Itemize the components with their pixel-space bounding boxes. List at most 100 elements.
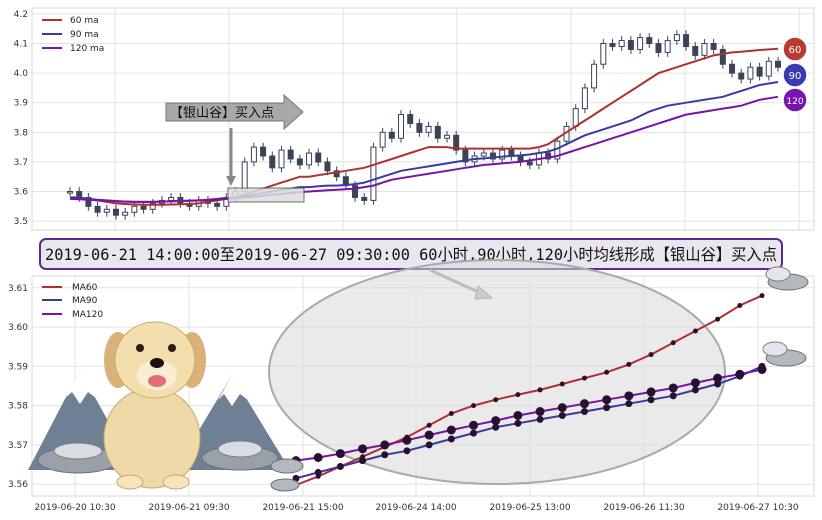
legend-label-90: 90 ma bbox=[70, 30, 99, 40]
bottom-x-axis: 2019-06-20 10:30 2019-06-21 09:30 2019-06-… bbox=[34, 503, 798, 513]
ma-point-MA60 bbox=[604, 369, 610, 375]
ma-badges: 60 90 120 bbox=[782, 36, 808, 113]
ma-point-MA120 bbox=[713, 373, 723, 383]
candle-body bbox=[269, 155, 276, 169]
candle-body bbox=[526, 161, 533, 166]
silver-ingots bbox=[37, 266, 809, 492]
ma-point-MA120 bbox=[557, 403, 567, 413]
top-gridlines bbox=[32, 8, 814, 230]
ma-point-MA120 bbox=[690, 378, 700, 388]
ma-point-MA60 bbox=[581, 375, 587, 381]
signal-banner: 2019-06-21 14:00:00至2019-06-27 09:30:00 … bbox=[39, 238, 783, 270]
ma-point-MA60 bbox=[759, 293, 765, 299]
ma-point-MA60 bbox=[670, 340, 676, 346]
ingot-small-2 bbox=[270, 478, 300, 492]
candle-body bbox=[710, 43, 717, 50]
bottom-panel: 3.61 3.60 3.59 3.58 3.57 3.56 2019-06-20 10:3… bbox=[8, 259, 815, 513]
buy-point-arrow: 【银山谷】买入点 bbox=[165, 93, 304, 186]
dog-nose bbox=[150, 358, 164, 368]
candle-body bbox=[112, 208, 119, 216]
candle-body bbox=[489, 152, 496, 160]
ma-line-MA120 bbox=[295, 368, 763, 462]
candle-body bbox=[683, 34, 690, 47]
ma-point-MA90 bbox=[514, 419, 522, 427]
dog-body bbox=[103, 387, 201, 489]
ma-point-MA90 bbox=[669, 392, 677, 400]
candle-body bbox=[434, 125, 441, 139]
candle-body bbox=[361, 196, 368, 201]
candle-body bbox=[103, 208, 110, 213]
dog-tongue bbox=[148, 375, 166, 387]
top-legend: 60 ma 90 ma 120 ma bbox=[42, 16, 104, 54]
ma-point-MA120 bbox=[424, 430, 434, 440]
candle-body bbox=[131, 205, 138, 213]
ma-point-MA120 bbox=[358, 444, 368, 454]
ma-point-MA90 bbox=[381, 451, 389, 459]
badge-120 bbox=[782, 87, 808, 113]
ma-point-MA90 bbox=[536, 415, 544, 423]
mountain-left-snow bbox=[65, 370, 96, 404]
legend-label-ma60: MA60 bbox=[72, 283, 98, 293]
candle-body bbox=[462, 149, 469, 163]
ma-point-MA60 bbox=[493, 397, 499, 403]
candle-body bbox=[719, 48, 726, 65]
top-y-tick-label: 3.7 bbox=[14, 158, 28, 168]
ma-lines-top bbox=[69, 47, 779, 206]
ma-point-MA120 bbox=[579, 399, 589, 409]
ma-point-MA90 bbox=[603, 404, 611, 412]
ma-point-MA60 bbox=[715, 316, 721, 322]
candle-body bbox=[85, 196, 92, 207]
bottom-x-tick-label: 2019-06-21 15:00 bbox=[262, 503, 343, 513]
ingot-mid-right-cap bbox=[762, 341, 788, 357]
candle-body bbox=[692, 45, 699, 56]
ma-point-MA90 bbox=[447, 435, 455, 443]
candle-body bbox=[250, 146, 257, 163]
ma-point-MA90 bbox=[558, 411, 566, 419]
candle-body bbox=[591, 63, 598, 89]
ma-point-MA120 bbox=[513, 410, 523, 420]
bottom-y-tick-label: 3.59 bbox=[8, 362, 28, 372]
ma-point-MA90 bbox=[336, 463, 344, 471]
candle-body bbox=[545, 152, 552, 160]
dog-eye-right bbox=[168, 344, 176, 352]
ingot-left-top bbox=[53, 442, 103, 460]
candle-body bbox=[499, 149, 506, 160]
ma-point-MA60 bbox=[692, 328, 698, 334]
bottom-x-tick-label: 2019-06-24 14:00 bbox=[375, 503, 456, 513]
ma-point-MA90 bbox=[470, 429, 478, 437]
banner-text: 2019-06-21 14:00:00至2019-06-27 09:30:00 … bbox=[45, 245, 777, 264]
candle-body bbox=[480, 152, 487, 157]
ma-line-60-ma bbox=[70, 47, 779, 206]
ma-line-120-ma bbox=[69, 95, 779, 203]
highlight-ellipse bbox=[268, 259, 726, 485]
ma-lines-bottom bbox=[291, 293, 767, 488]
top-y-tick-label: 3.5 bbox=[14, 217, 28, 227]
candle-body bbox=[600, 43, 607, 65]
bottom-x-tick-label: 2019-06-20 10:30 bbox=[34, 503, 115, 513]
ma-line-MA90 bbox=[295, 365, 763, 480]
dog-illustration bbox=[103, 321, 206, 490]
ma-point-MA60 bbox=[426, 422, 432, 428]
candle-body bbox=[407, 114, 414, 124]
ma-point-MA120 bbox=[469, 420, 479, 430]
candle-body bbox=[453, 134, 460, 151]
candle-body bbox=[425, 125, 432, 133]
ingot-right-top bbox=[217, 440, 263, 458]
ma-point-MA120 bbox=[313, 453, 323, 462]
candle-body bbox=[379, 131, 386, 148]
candle-body bbox=[398, 114, 405, 139]
candle-body bbox=[416, 122, 423, 133]
candle-body bbox=[729, 63, 736, 74]
candle-body bbox=[260, 146, 267, 157]
ma-point-MA120 bbox=[535, 407, 545, 417]
candle-body bbox=[637, 37, 644, 50]
ma-point-MA90 bbox=[403, 447, 411, 455]
dog-paw-right bbox=[162, 474, 190, 490]
ma-line-MA60 bbox=[295, 294, 763, 486]
ma-point-MA120 bbox=[735, 369, 745, 379]
ma-point-MA90 bbox=[647, 396, 655, 404]
candle-body bbox=[673, 34, 680, 42]
bottom-y-axis: 3.61 3.60 3.59 3.58 3.57 3.56 bbox=[8, 284, 28, 490]
candle-body bbox=[306, 152, 313, 166]
top-y-tick-label: 3.8 bbox=[14, 128, 29, 138]
